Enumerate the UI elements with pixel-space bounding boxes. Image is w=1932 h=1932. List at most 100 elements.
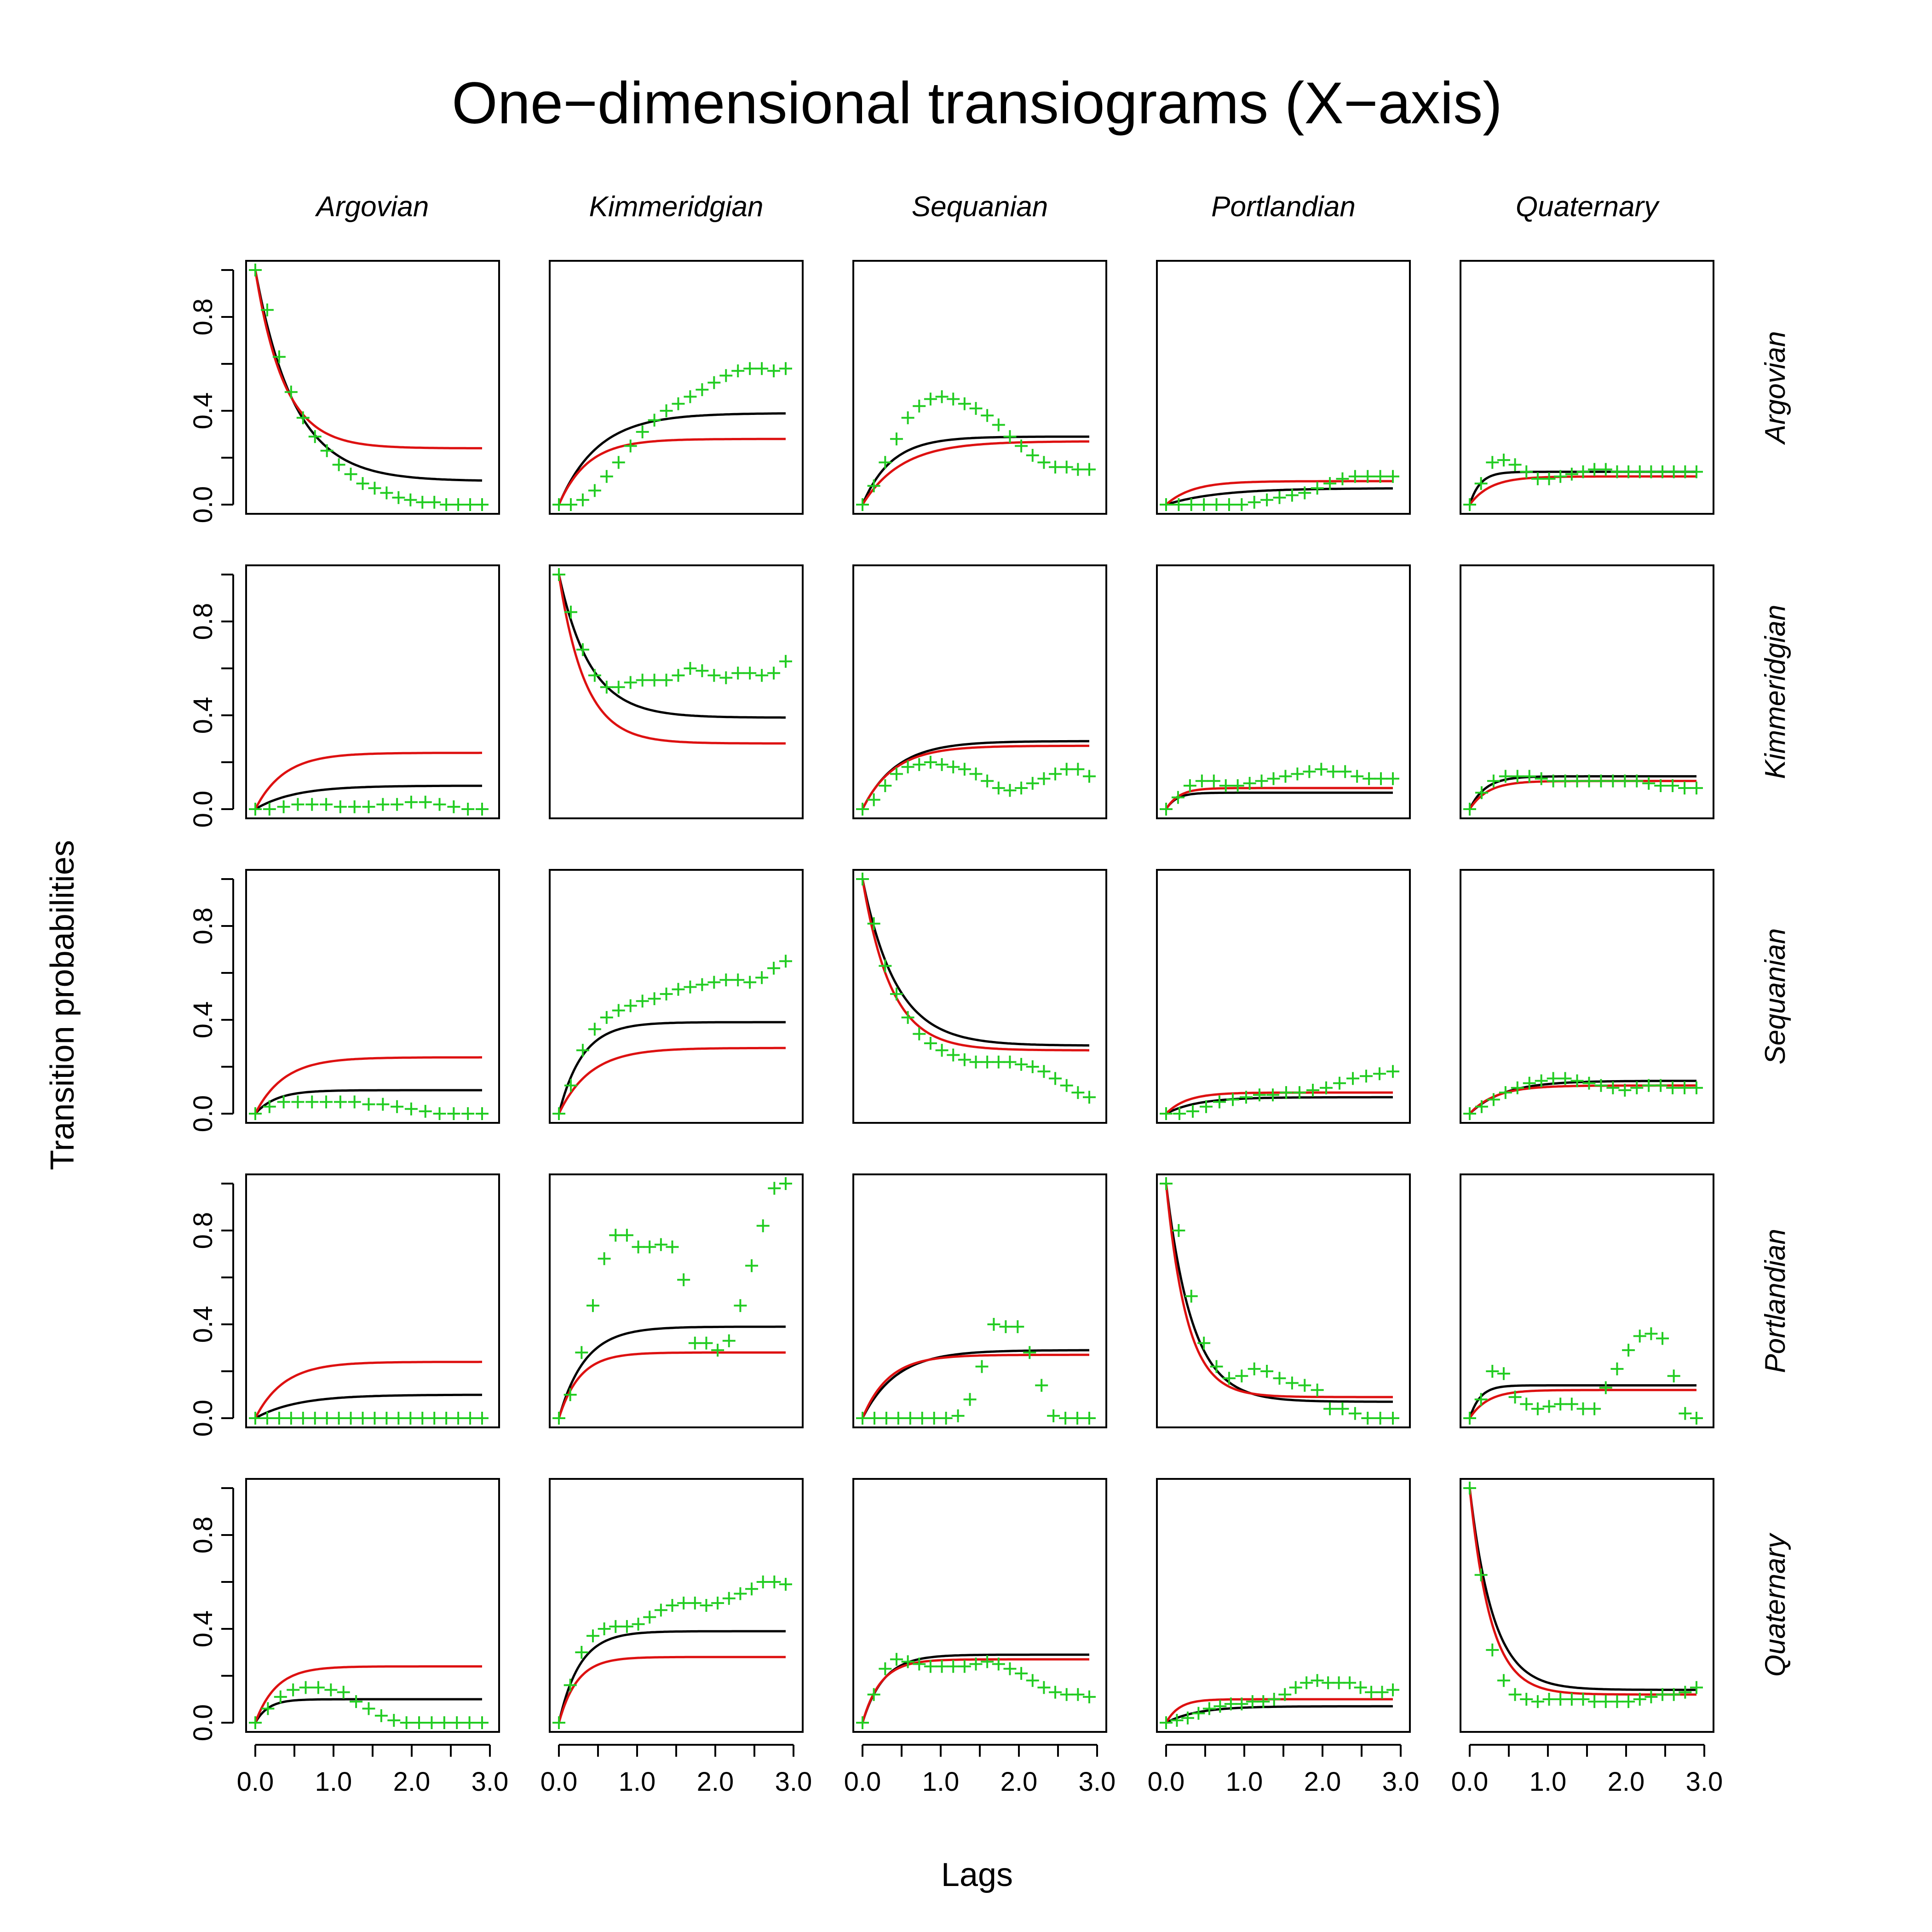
empirical-point [1267,1693,1281,1706]
empirical-point [660,987,673,1000]
empirical-point [935,1660,949,1673]
empirical-point [1374,470,1387,483]
x-tick-label: 3.0 [472,1767,509,1797]
empirical-point [890,1653,903,1666]
empirical-point [1213,1700,1227,1713]
empirical-point [1160,1177,1173,1190]
panel-frame [245,1478,500,1733]
empirical-point [348,800,361,813]
empirical-point [1280,1086,1293,1099]
empirical-point [734,1299,747,1312]
model-curve-red [558,1351,786,1419]
empirical-point [1582,774,1596,788]
empirical-point [903,1412,917,1425]
empirical-point [1499,1086,1512,1099]
empirical-point [1610,1695,1624,1708]
empirical-point [1576,1402,1590,1415]
empirical-point [1339,765,1352,778]
model-curve-red [1468,1488,1696,1696]
y-tick-label: 0.8 [188,299,218,336]
empirical-point [987,1318,1000,1331]
empirical-point [440,1412,453,1425]
empirical-point [1690,1081,1703,1094]
empirical-point [564,1388,577,1401]
empirical-point [1160,1716,1173,1729]
empirical-point [1599,1381,1612,1394]
model-curve-black [558,1021,786,1114]
empirical-point [1633,1329,1646,1343]
model-curve-black [254,1393,482,1420]
model-curve-black [861,1653,1089,1723]
empirical-point [856,1716,869,1729]
empirical-point [609,1229,622,1242]
empirical-point [609,1620,622,1633]
empirical-point [332,458,345,472]
empirical-point [1542,1693,1556,1706]
empirical-point [711,1596,724,1610]
empirical-point [767,364,781,378]
empirical-point [1219,779,1232,792]
empirical-point [337,1685,350,1699]
empirical-point [696,383,709,397]
empirical-point [1327,765,1340,778]
model-curve-black [254,1698,482,1724]
empirical-point [624,676,637,689]
empirical-point [1246,1695,1259,1708]
empirical-point [856,873,869,886]
empirical-point [1474,477,1488,490]
empirical-point [612,680,625,694]
x-tick-label: 1.0 [922,1767,960,1797]
empirical-point [564,1079,577,1092]
empirical-point [1508,1391,1522,1404]
panel-frame [245,564,500,819]
empirical-point [1323,1402,1337,1415]
empirical-point [756,1219,770,1232]
empirical-point [308,1412,322,1425]
empirical-point [1300,1676,1313,1690]
empirical-point [1654,779,1668,792]
empirical-point [1257,1695,1270,1708]
empirical-point [856,803,869,816]
empirical-point [1083,770,1096,783]
empirical-point [981,1055,994,1069]
empirical-point [743,976,757,989]
empirical-point [890,987,903,1000]
empirical-point [416,495,429,509]
empirical-point [913,1657,926,1671]
empirical-point [1499,770,1512,783]
empirical-point [1336,1402,1349,1415]
panel-argovian-to-sequanian [852,260,1107,515]
empirical-point [636,425,649,438]
panel-quaternary-to-kimmeridgian: 0.0 1.0 2.0 3.0 [540,1478,812,1797]
empirical-point [1049,767,1062,781]
empirical-point [1210,1360,1223,1373]
empirical-point [461,803,475,816]
panel-quaternary-to-sequanian: 0.0 1.0 2.0 3.0 [844,1478,1116,1797]
empirical-point [1160,803,1173,816]
empirical-point [476,1412,489,1425]
empirical-point [1630,1081,1644,1094]
empirical-point [1531,472,1544,485]
row-headers: Argovian Kimmeridgian Sequanian Portlandian… [1760,331,1791,1677]
empirical-point [1049,1072,1062,1085]
empirical-point [1213,1095,1226,1109]
empirical-point [320,1095,333,1109]
panel-kimmeridgian-to-kimmeridgian [549,564,804,819]
empirical-point [476,1107,489,1120]
empirical-point [924,392,937,406]
empirical-point [707,976,721,989]
empirical-point [1348,1407,1362,1420]
empirical-point [413,1716,426,1729]
empirical-point [935,390,949,403]
empirical-point [1336,472,1349,485]
empirical-point [1644,465,1658,478]
empirical-point [755,362,769,375]
x-tick-label: 2.0 [697,1767,734,1797]
empirical-point [1071,763,1085,776]
empirical-point [356,477,369,490]
empirical-point [856,498,869,511]
empirical-point [296,411,310,425]
empirical-point [1197,498,1211,511]
empirical-point [296,1412,310,1425]
empirical-point [867,917,880,930]
